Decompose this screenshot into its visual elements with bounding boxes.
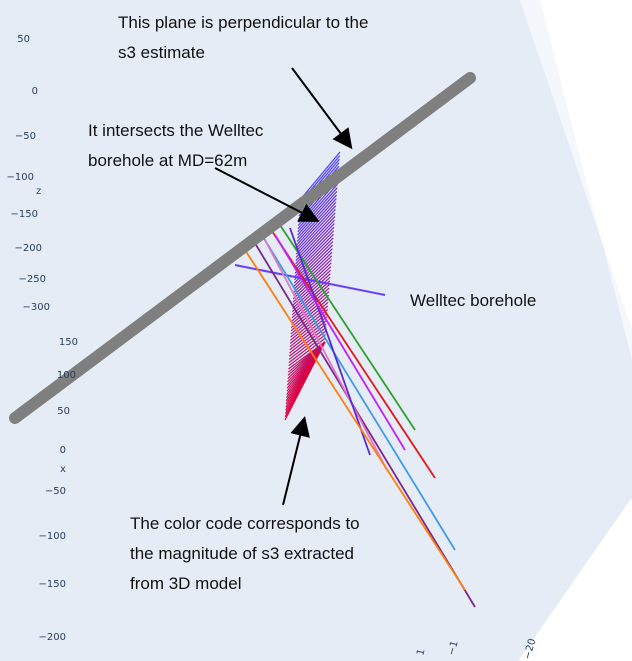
arrow: [282, 416, 310, 506]
plane-line: [288, 326, 327, 357]
plane-line: [293, 258, 332, 297]
x-tick-label: −100: [39, 531, 66, 542]
plane-line: [296, 201, 337, 246]
x-tick-label: 0: [60, 445, 66, 456]
z-tick-label: −100: [7, 172, 34, 183]
z-tick-label: 50: [17, 34, 30, 45]
arrow: [214, 167, 320, 222]
x-tick-label: 150: [59, 337, 78, 348]
x-tick-label: 50: [57, 406, 70, 417]
annotation: The color code corresponds to: [130, 514, 360, 533]
annotation: the magnitude of s3 extracted: [130, 544, 354, 563]
plane-line: [293, 251, 333, 290]
x-tick-label: −150: [39, 579, 66, 590]
annotation: s3 estimate: [118, 43, 205, 62]
scene-edge: [518, 499, 632, 661]
plane-line: [293, 248, 333, 287]
annotation: borehole at MD=62m: [88, 151, 247, 170]
plane-line: [291, 291, 330, 325]
plane-line: [284, 341, 326, 421]
z-tick-label: 0: [32, 86, 38, 97]
x-tick-label: 100: [57, 370, 76, 381]
annotation: from 3D model: [130, 574, 241, 593]
z-axis-label: z: [36, 186, 41, 197]
plane-line: [295, 219, 336, 261]
plane-line: [296, 208, 336, 252]
plane-line: [290, 294, 330, 328]
plane-line: [291, 280, 331, 316]
plane-line: [295, 216, 336, 258]
plane-line: [289, 319, 328, 351]
x-tick-label: −50: [45, 486, 66, 497]
fracture-lines: [234, 224, 476, 608]
plane-line: [294, 233, 334, 274]
plane-line: [294, 237, 334, 277]
annotation: It intersects the Welltec: [88, 121, 264, 140]
borehole: [9, 72, 476, 424]
y-tick-label: 1: [415, 648, 427, 657]
annotation: This plane is perpendicular to the: [118, 13, 368, 32]
plane-line: [296, 205, 337, 249]
y-tick-label: −1: [446, 640, 460, 657]
plane-line: [288, 334, 326, 364]
y-tick-label: −20: [522, 638, 538, 661]
arrow: [291, 67, 353, 150]
x-tick-label: −200: [39, 632, 66, 643]
annotation: Welltec borehole: [410, 291, 536, 310]
z-tick-label: −200: [15, 243, 42, 254]
z-tick-label: −50: [15, 131, 36, 142]
plane-line: [299, 151, 341, 201]
x-axis-label: x: [60, 464, 66, 475]
z-tick-label: −300: [23, 302, 50, 313]
z-tick-label: −250: [19, 274, 46, 285]
z-tick-label: −150: [11, 209, 38, 220]
plane-line: [295, 212, 336, 255]
